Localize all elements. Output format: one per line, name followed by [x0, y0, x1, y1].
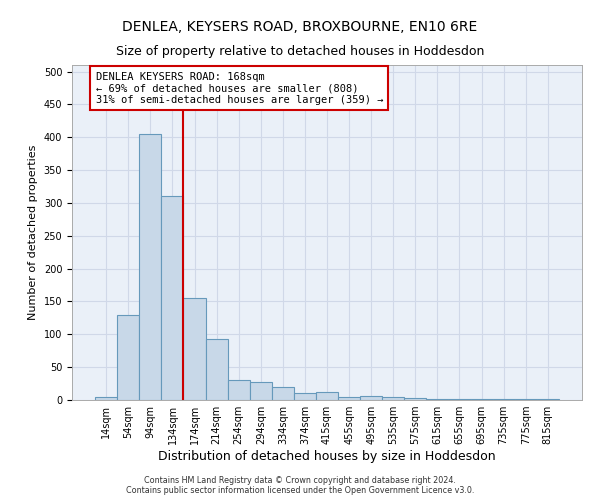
- Bar: [250, 382, 272, 400]
- Bar: [139, 134, 161, 400]
- Bar: [95, 396, 117, 400]
- Bar: [294, 394, 316, 400]
- Bar: [117, 314, 139, 400]
- Bar: [316, 392, 338, 400]
- X-axis label: Distribution of detached houses by size in Hoddesdon: Distribution of detached houses by size …: [158, 450, 496, 463]
- Bar: [184, 298, 206, 400]
- Bar: [404, 398, 427, 400]
- Bar: [360, 396, 382, 400]
- Bar: [382, 396, 404, 400]
- Bar: [227, 380, 250, 400]
- Bar: [272, 387, 294, 400]
- Text: DENLEA KEYSERS ROAD: 168sqm
← 69% of detached houses are smaller (808)
31% of se: DENLEA KEYSERS ROAD: 168sqm ← 69% of det…: [95, 72, 383, 105]
- Bar: [427, 398, 448, 400]
- Text: Size of property relative to detached houses in Hoddesdon: Size of property relative to detached ho…: [116, 45, 484, 58]
- Bar: [338, 396, 360, 400]
- Text: Contains HM Land Registry data © Crown copyright and database right 2024.
Contai: Contains HM Land Registry data © Crown c…: [126, 476, 474, 495]
- Bar: [206, 339, 227, 400]
- Bar: [161, 196, 184, 400]
- Text: DENLEA, KEYSERS ROAD, BROXBOURNE, EN10 6RE: DENLEA, KEYSERS ROAD, BROXBOURNE, EN10 6…: [122, 20, 478, 34]
- Y-axis label: Number of detached properties: Number of detached properties: [28, 145, 38, 320]
